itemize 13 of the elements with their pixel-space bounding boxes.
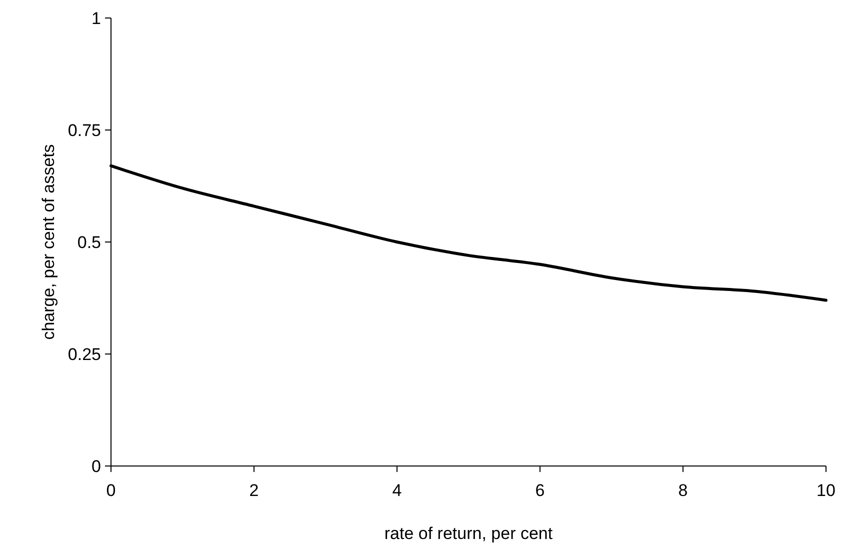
y-tick-label: 0.5 xyxy=(77,232,101,252)
y-tick-label: 0.75 xyxy=(68,120,101,140)
x-tick-label: 0 xyxy=(106,481,116,500)
x-tick-label: 4 xyxy=(392,481,402,500)
x-tick-label: 6 xyxy=(535,481,545,500)
y-tick-label: 1 xyxy=(92,8,101,28)
x-tick-label: 8 xyxy=(678,481,688,500)
x-tick-label: 10 xyxy=(816,481,836,500)
y-tick-label: 0 xyxy=(92,456,101,476)
x-axis-title: rate of return, per cent xyxy=(384,524,553,543)
x-tick-label: 2 xyxy=(249,481,259,500)
y-axis-title: charge, per cent of assets xyxy=(39,144,58,340)
y-tick-label: 0.25 xyxy=(68,344,101,364)
